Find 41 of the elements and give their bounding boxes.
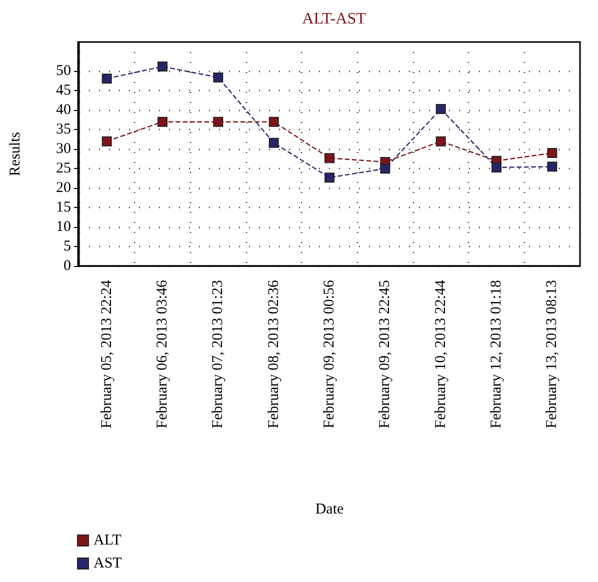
y-tick-label: 45 (56, 82, 71, 99)
y-tick-label: 50 (56, 63, 71, 80)
x-tick-label: February 13, 2013 08:13 (544, 280, 560, 428)
y-tick-label: 5 (64, 238, 71, 255)
x-tick-label: February 07, 2013 01:23 (210, 280, 226, 428)
y-tick-label: 35 (56, 122, 71, 138)
point (436, 136, 446, 146)
point (158, 116, 168, 127)
y-tick-label: 10 (56, 219, 71, 236)
y-tick-label: 0 (64, 258, 71, 274)
point (102, 136, 112, 146)
point (547, 148, 558, 158)
x-tick-label: February 08, 2013 02:36 (266, 280, 282, 428)
point (268, 116, 279, 127)
x-tick-label: February 06, 2013 03:46 (154, 280, 170, 428)
point (492, 162, 502, 172)
x-axis-title: Date (315, 502, 344, 518)
y-tick-label: 40 (56, 102, 71, 118)
legend-label: AST (94, 556, 122, 572)
y-tick-label: 15 (56, 200, 71, 216)
point (268, 138, 279, 148)
point (213, 72, 224, 82)
point (547, 162, 558, 172)
point (158, 62, 168, 72)
point (324, 172, 334, 183)
y-tick-label: 30 (56, 141, 71, 158)
y-axis-title: Results (8, 132, 24, 176)
x-tick-label: February 12, 2013 01:18 (488, 280, 504, 428)
y-tick-label: 25 (56, 160, 71, 177)
point (436, 104, 446, 114)
point (213, 116, 224, 127)
legend-label: ALT (94, 532, 122, 548)
x-tick-label: February 09, 2013 00:56 (322, 280, 338, 428)
point (102, 74, 112, 84)
x-tick-label: February 05, 2013 22:24 (98, 280, 115, 428)
y-tick-label: 20 (56, 180, 71, 196)
point (324, 153, 334, 164)
point (380, 164, 390, 174)
chart-title: ALT-AST (302, 10, 366, 28)
x-tick-label: February 09, 2013 22:45 (377, 280, 394, 428)
x-tick-label: February 10, 2013 22:44 (432, 280, 449, 428)
